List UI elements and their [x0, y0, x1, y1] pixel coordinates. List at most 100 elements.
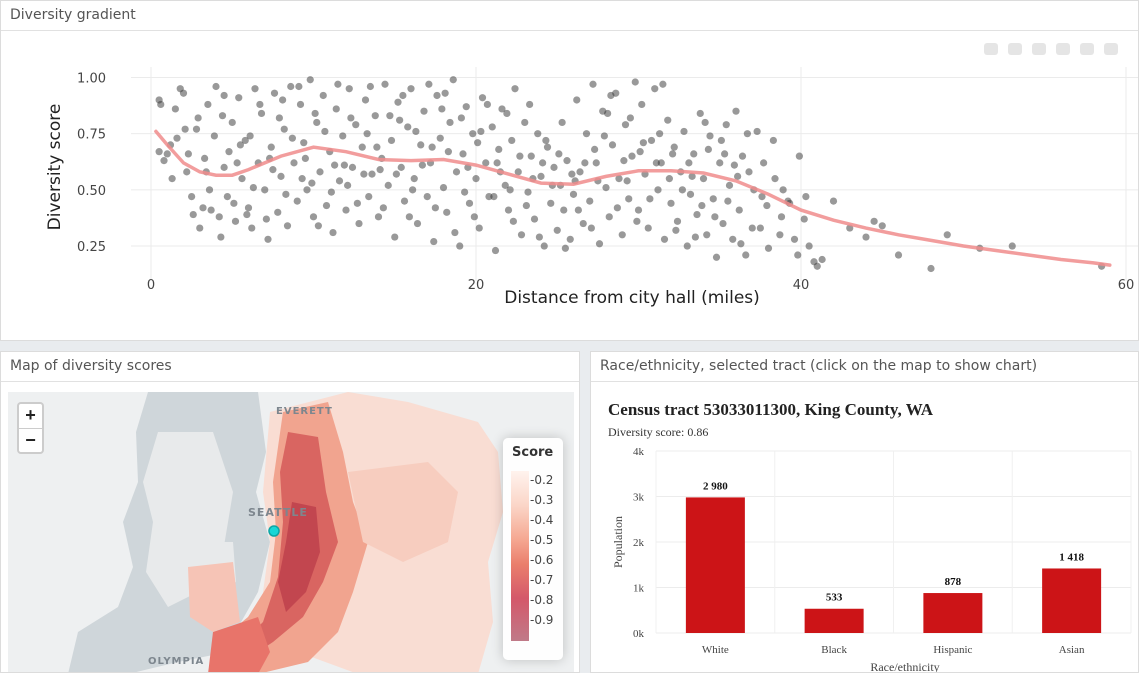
- scatter-point[interactable]: [446, 118, 454, 127]
- scatter-point[interactable]: [600, 132, 608, 140]
- scatter-point[interactable]: [490, 192, 498, 201]
- scatter-point[interactable]: [412, 127, 420, 136]
- scatter-point[interactable]: [407, 85, 415, 93]
- zoom-in-button[interactable]: +: [25, 405, 36, 425]
- scatter-point[interactable]: [1008, 242, 1016, 250]
- scatter-point[interactable]: [517, 231, 526, 239]
- scatter-point[interactable]: [264, 235, 272, 243]
- scatter-point[interactable]: [704, 145, 712, 154]
- scatter-point[interactable]: [339, 132, 347, 140]
- scatter-point[interactable]: [430, 237, 438, 246]
- scatter-point[interactable]: [539, 159, 547, 167]
- scatter-plot[interactable]: 0 20 40 60 0.25 0.50 0.75 1.00 Distance from ci…: [1, 31, 1139, 341]
- scatter-point[interactable]: [802, 192, 810, 201]
- scatter-point[interactable]: [425, 80, 433, 88]
- scatter-point[interactable]: [631, 78, 639, 86]
- scatter-point[interactable]: [732, 107, 740, 115]
- scatter-point[interactable]: [399, 91, 407, 100]
- scatter-point[interactable]: [199, 204, 207, 212]
- scatter-point[interactable]: [537, 172, 545, 180]
- scatter-point[interactable]: [790, 235, 799, 243]
- map-basemap[interactable]: [8, 392, 574, 673]
- scatter-point[interactable]: [373, 143, 381, 151]
- scatter-point[interactable]: [664, 116, 672, 124]
- scatter-point[interactable]: [669, 150, 677, 158]
- scatter-point[interactable]: [300, 139, 308, 147]
- scatter-point[interactable]: [701, 118, 709, 127]
- scatter-point[interactable]: [459, 150, 467, 158]
- scatter-point[interactable]: [589, 80, 597, 88]
- scatter-point[interactable]: [501, 181, 509, 189]
- scatter-point[interactable]: [428, 143, 436, 151]
- scatter-point[interactable]: [261, 186, 269, 194]
- scatter-point[interactable]: [742, 251, 750, 259]
- scatter-point[interactable]: [184, 150, 192, 158]
- scatter-point[interactable]: [511, 85, 519, 93]
- scatter-point[interactable]: [283, 222, 292, 230]
- scatter-point[interactable]: [667, 199, 675, 207]
- scatter-point[interactable]: [410, 175, 418, 183]
- scatter-point[interactable]: [735, 206, 743, 214]
- scatter-point[interactable]: [275, 114, 283, 122]
- scatter-point[interactable]: [340, 161, 348, 169]
- scatter-point[interactable]: [795, 152, 803, 160]
- scatter-point[interactable]: [201, 154, 209, 162]
- scatter-point[interactable]: [230, 199, 238, 207]
- scatter-point[interactable]: [331, 161, 339, 169]
- pan-icon[interactable]: [1032, 43, 1046, 55]
- scatter-point[interactable]: [777, 213, 786, 221]
- scatter-point[interactable]: [579, 219, 587, 228]
- scatter-point[interactable]: [280, 125, 288, 133]
- scatter-point[interactable]: [269, 166, 277, 174]
- scatter-point[interactable]: [690, 150, 698, 158]
- scatter-point[interactable]: [251, 85, 259, 93]
- scatter-point[interactable]: [220, 91, 228, 100]
- scatter-point[interactable]: [607, 91, 615, 100]
- scatter-point[interactable]: [534, 130, 542, 138]
- scatter-point[interactable]: [441, 89, 449, 97]
- scatter-point[interactable]: [794, 251, 802, 259]
- scatter-point[interactable]: [711, 213, 719, 221]
- scatter-point[interactable]: [758, 192, 766, 201]
- scatter-point[interactable]: [862, 233, 870, 241]
- scatter-point[interactable]: [560, 206, 568, 214]
- scatter-point[interactable]: [626, 114, 634, 122]
- scatter-point[interactable]: [277, 172, 285, 180]
- scatter-point[interactable]: [404, 123, 412, 131]
- scatter-point[interactable]: [384, 181, 392, 189]
- scatter-point[interactable]: [553, 226, 561, 234]
- scatter-point[interactable]: [217, 233, 225, 241]
- scatter-point[interactable]: [625, 195, 633, 203]
- scatter-point[interactable]: [205, 186, 214, 194]
- scatter-point[interactable]: [220, 163, 228, 171]
- scatter-point[interactable]: [306, 76, 314, 84]
- scatter-point[interactable]: [246, 132, 254, 140]
- scatter-point[interactable]: [189, 210, 197, 219]
- scatter-point[interactable]: [233, 159, 241, 167]
- scatter-point[interactable]: [646, 195, 654, 203]
- selected-tract-marker[interactable]: [268, 525, 280, 537]
- scatter-point[interactable]: [391, 233, 399, 241]
- scatter-point[interactable]: [543, 143, 552, 151]
- scatter-point[interactable]: [745, 168, 753, 176]
- scatter-point[interactable]: [672, 226, 680, 234]
- scatter-point[interactable]: [248, 224, 256, 232]
- scatter-point[interactable]: [329, 228, 337, 237]
- scatter-point[interactable]: [321, 127, 329, 136]
- scatter-point[interactable]: [225, 148, 233, 156]
- scatter-point[interactable]: [207, 206, 215, 214]
- bar-asian[interactable]: [1042, 568, 1102, 633]
- scatter-point[interactable]: [573, 96, 581, 104]
- bar-black[interactable]: [804, 608, 864, 633]
- scatter-point[interactable]: [634, 206, 643, 214]
- scatter-point[interactable]: [319, 91, 327, 100]
- scatter-point[interactable]: [729, 235, 737, 243]
- scatter-point[interactable]: [361, 96, 370, 104]
- scatter-point[interactable]: [712, 253, 721, 261]
- scatter-point[interactable]: [303, 186, 311, 194]
- scatter-point[interactable]: [474, 139, 482, 147]
- scatter-point[interactable]: [433, 91, 441, 100]
- scatter-point[interactable]: [592, 159, 600, 167]
- scatter-point[interactable]: [249, 184, 257, 192]
- scatter-point[interactable]: [360, 170, 368, 178]
